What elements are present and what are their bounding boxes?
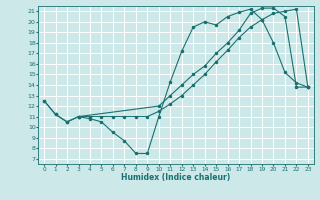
X-axis label: Humidex (Indice chaleur): Humidex (Indice chaleur) [121,173,231,182]
